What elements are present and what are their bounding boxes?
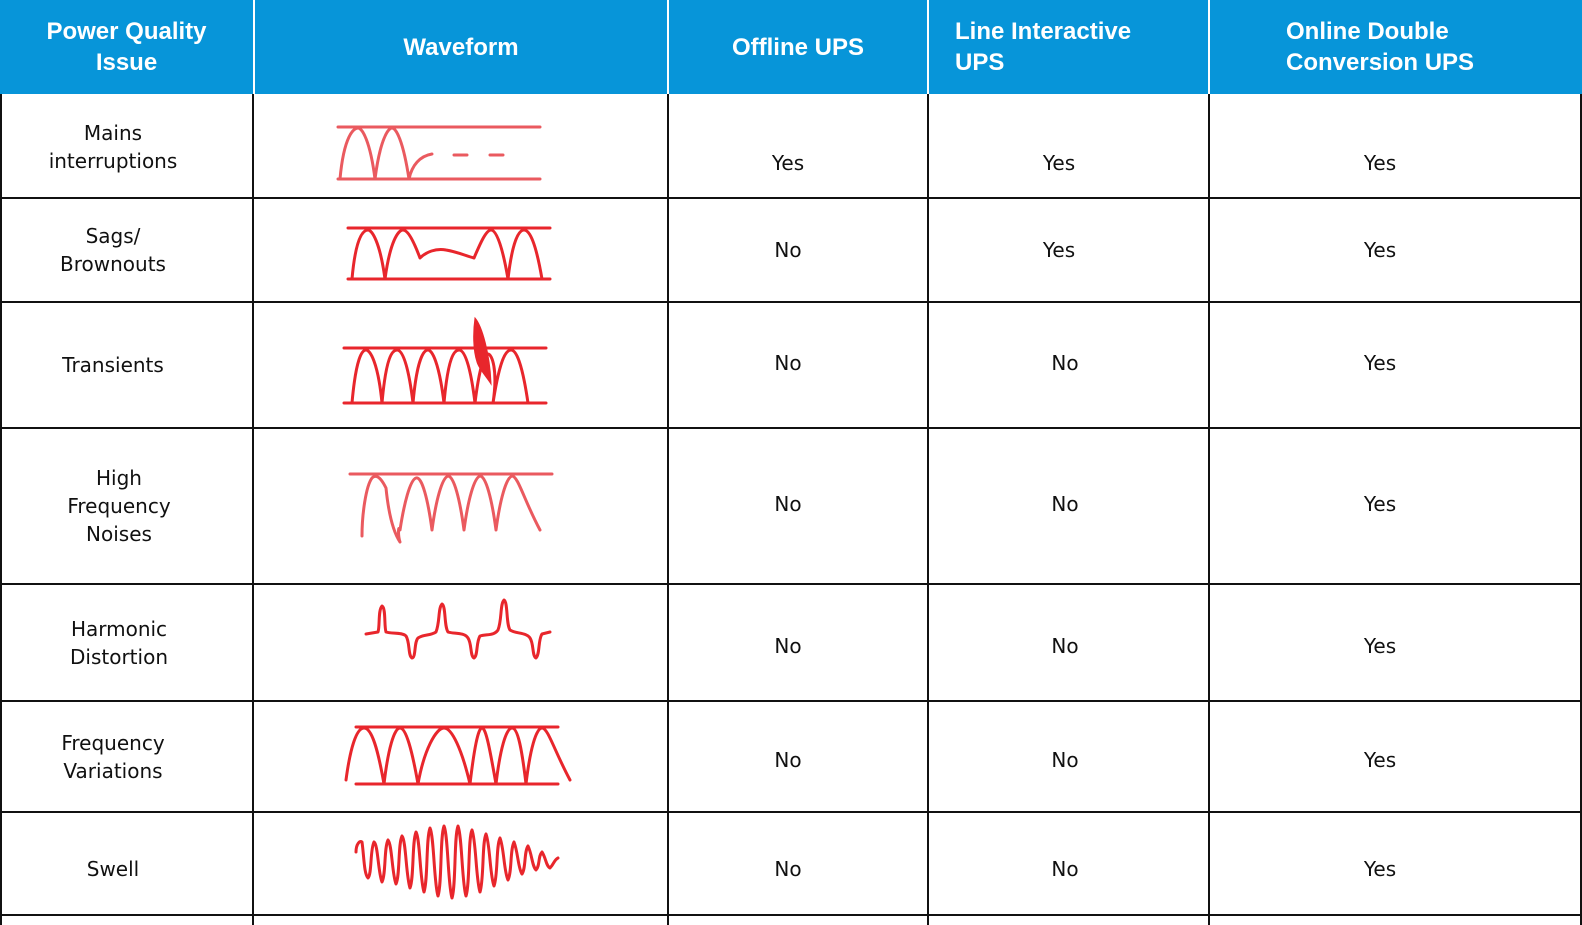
table-row-issue: Mains interruptions xyxy=(48,120,178,173)
table-row-line-interactive-value: No xyxy=(1051,634,1079,658)
table-row-line-interactive-value: Yes xyxy=(1042,150,1076,175)
header-divider xyxy=(927,0,929,94)
table-row-online-value: Yes xyxy=(1363,634,1397,658)
header-issue: Power Quality Issue xyxy=(0,0,253,94)
table-row-issue: Harmonic Distortion xyxy=(70,616,168,669)
table-row-online-value: Yes xyxy=(1363,492,1397,516)
interruption-waveform-icon xyxy=(336,125,542,181)
header-offline-ups: Offline UPS xyxy=(669,0,927,94)
header-waveform: Waveform xyxy=(255,0,667,94)
swell-waveform-icon xyxy=(354,824,560,900)
grid-line-horizontal xyxy=(0,811,1582,813)
table-row-issue: Frequency Variations xyxy=(61,730,165,783)
table-row-online-value: Yes xyxy=(1363,351,1397,375)
grid-line-horizontal xyxy=(0,427,1582,429)
table-row-online-value: Yes xyxy=(1363,150,1397,175)
grid-line-vertical xyxy=(1580,94,1582,925)
grid-line-horizontal xyxy=(0,700,1582,702)
grid-line-horizontal xyxy=(0,301,1582,303)
grid-line-vertical xyxy=(667,94,669,925)
sag-waveform-icon xyxy=(346,226,552,281)
grid-line-horizontal xyxy=(0,197,1582,199)
table-row-issue: Transients xyxy=(62,353,164,377)
table-row-offline-value: No xyxy=(774,747,802,772)
table-row-line-interactive-value: No xyxy=(1051,747,1079,772)
table-row-offline-value: No xyxy=(774,351,802,375)
table-row-offline-value: Yes xyxy=(771,150,805,175)
table-row-offline-value: No xyxy=(774,857,802,881)
header-divider xyxy=(667,0,669,94)
table-row-line-interactive-value: Yes xyxy=(1042,238,1076,262)
table-row-line-interactive-value: No xyxy=(1051,857,1079,881)
table-row-offline-value: No xyxy=(774,634,802,658)
frequency-variation-waveform-icon xyxy=(344,725,572,786)
table-row-offline-value: No xyxy=(774,492,802,516)
grid-line-vertical xyxy=(1208,94,1210,925)
harmonic-waveform-icon xyxy=(364,598,552,660)
grid-line-vertical xyxy=(0,94,2,925)
table-row-issue: Sags/ Brownouts xyxy=(60,224,166,276)
table-row-issue: Swell xyxy=(86,857,140,881)
grid-line-vertical xyxy=(927,94,929,925)
grid-line-horizontal xyxy=(0,583,1582,585)
table-row-online-value: Yes xyxy=(1363,857,1397,881)
table-row-online-value: Yes xyxy=(1363,238,1397,262)
grid-line-horizontal xyxy=(0,914,1582,916)
table-row-offline-value: No xyxy=(774,238,802,262)
header-divider xyxy=(253,0,255,94)
table-row-line-interactive-value: No xyxy=(1051,492,1079,516)
header-online-double-conversion-ups: Online Double Conversion UPS xyxy=(1210,0,1582,94)
header-line-interactive-ups: Line Interactive UPS xyxy=(929,0,1208,94)
table-row-line-interactive-value: No xyxy=(1051,351,1079,375)
noise-waveform-icon xyxy=(348,472,554,544)
transient-waveform-icon xyxy=(342,316,548,405)
table-row-online-value: Yes xyxy=(1363,747,1397,772)
header-divider xyxy=(1208,0,1210,94)
grid-line-vertical xyxy=(252,94,254,925)
table-row-issue: High Frequency Noises xyxy=(67,466,171,546)
